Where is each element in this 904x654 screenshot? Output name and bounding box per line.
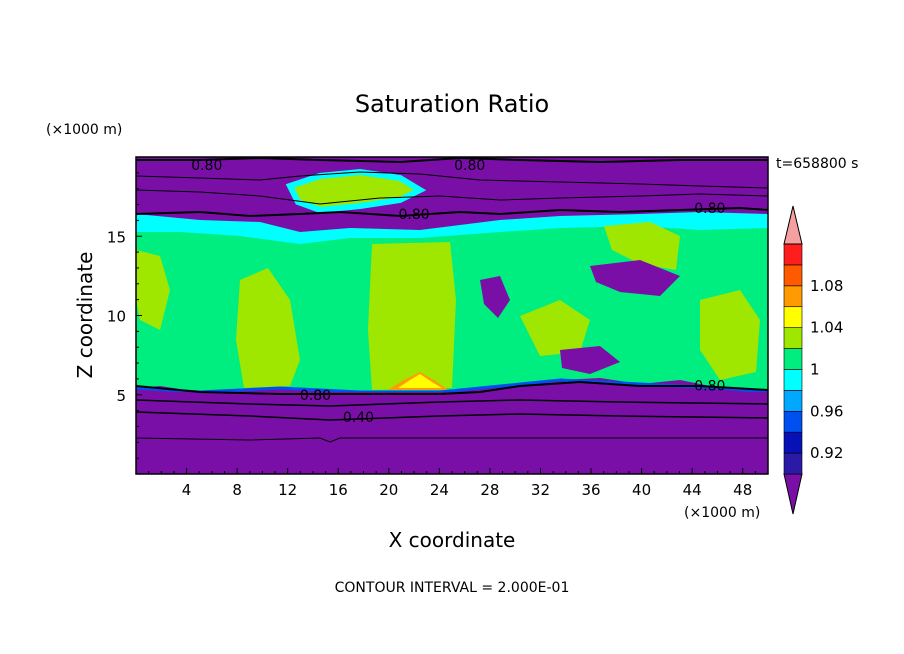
colorbar-swatch — [783, 306, 803, 328]
footer-label: CONTOUR INTERVAL = 2.000E-01 — [335, 580, 570, 596]
time-label: t=658800 s — [776, 156, 858, 172]
colorbar-upper-extension — [783, 205, 803, 245]
colorbar-label: 0.92 — [810, 444, 843, 462]
colorbar-swatch — [783, 452, 803, 475]
green-region — [136, 250, 170, 330]
green-region — [236, 268, 300, 388]
contour-label: 0.80 — [694, 201, 725, 217]
peak-yellow — [398, 374, 442, 388]
x-tick-label: 12 — [278, 481, 297, 499]
x-axis-label: X coordinate — [389, 528, 516, 552]
colorbar-label: 0.96 — [810, 402, 843, 420]
colorbar-swatch — [783, 285, 803, 308]
cyan-top-edge — [136, 212, 768, 244]
colorbar-label: 1.04 — [810, 319, 843, 337]
colorbar-swatch — [783, 369, 803, 391]
x-tick-label: 8 — [232, 481, 242, 499]
x-ticks: 4 8 12 16 20 24 28 32 36 40 44 48 — [148, 468, 756, 499]
x-tick-label: 28 — [480, 481, 499, 499]
contour-label: 0.80 — [191, 158, 222, 174]
colorbar-swatch — [783, 243, 803, 266]
dry-intrusion — [480, 276, 510, 318]
contour-label: 0.80 — [694, 378, 725, 394]
x-tick-label: 40 — [632, 481, 651, 499]
y-tick-label: 15 — [107, 228, 126, 246]
green-region — [368, 242, 456, 390]
contour-labels: 0.80 0.80 0.80 0.80 0.80 0.80 0.40 — [191, 158, 725, 426]
contour-line-upper-c — [136, 189, 768, 205]
field — [136, 157, 768, 474]
lower-layer — [136, 392, 768, 474]
contour-line-0.80-upper — [136, 157, 768, 164]
colorbar-swatch — [783, 348, 803, 370]
contour-label: 0.80 — [454, 158, 485, 174]
x-tick-label: 4 — [182, 481, 192, 499]
chart-title: Saturation Ratio — [355, 90, 549, 118]
x-tick-label: 36 — [581, 481, 600, 499]
x-tick-label: 16 — [329, 481, 348, 499]
colorbar-swatch — [783, 410, 803, 433]
colorbar-label: 1 — [810, 360, 820, 378]
x-unit-label: (×1000 m) — [684, 505, 760, 521]
colorbar-swatch — [783, 264, 803, 287]
green-region — [520, 300, 590, 356]
y-tick-label: 5 — [116, 387, 126, 405]
dry-intrusion — [590, 260, 680, 296]
x-tick-label: 32 — [531, 481, 550, 499]
colorbar: 0.92 0.96 1 1.04 1.08 — [783, 205, 843, 515]
upper-patch-rim — [285, 168, 427, 214]
contour-line-0.80-mid — [136, 206, 768, 218]
colorbar-swatch — [783, 390, 803, 412]
x-tick-label: 48 — [733, 481, 752, 499]
green-region — [700, 290, 760, 380]
contour-line-lower-a — [136, 399, 768, 407]
colorbar-swatch — [783, 327, 803, 349]
contour-line-0.80-lower — [136, 380, 768, 395]
dry-intrusion — [560, 346, 620, 374]
colorbar-swatch — [783, 431, 803, 454]
contour-line-lower-b — [136, 437, 768, 443]
contour-label: 0.80 — [398, 207, 429, 223]
contour-line-0.40 — [136, 411, 768, 421]
y-axis-label: Z coordinate — [73, 252, 97, 379]
y-ticks: 5 10 15 — [107, 172, 142, 459]
x-tick-label: 24 — [430, 481, 449, 499]
y-unit-label: (×1000 m) — [46, 122, 122, 138]
y-tick-label: 10 — [107, 308, 126, 326]
green-region — [604, 222, 680, 270]
colorbar-label: 1.08 — [810, 277, 843, 295]
x-tick-label: 44 — [683, 481, 702, 499]
contour-label: 0.80 — [300, 388, 331, 404]
colorbar-lower-extension — [783, 473, 803, 515]
contour-line-upper-b — [136, 171, 768, 189]
x-tick-label: 20 — [379, 481, 398, 499]
contour-label: 0.40 — [343, 410, 374, 426]
